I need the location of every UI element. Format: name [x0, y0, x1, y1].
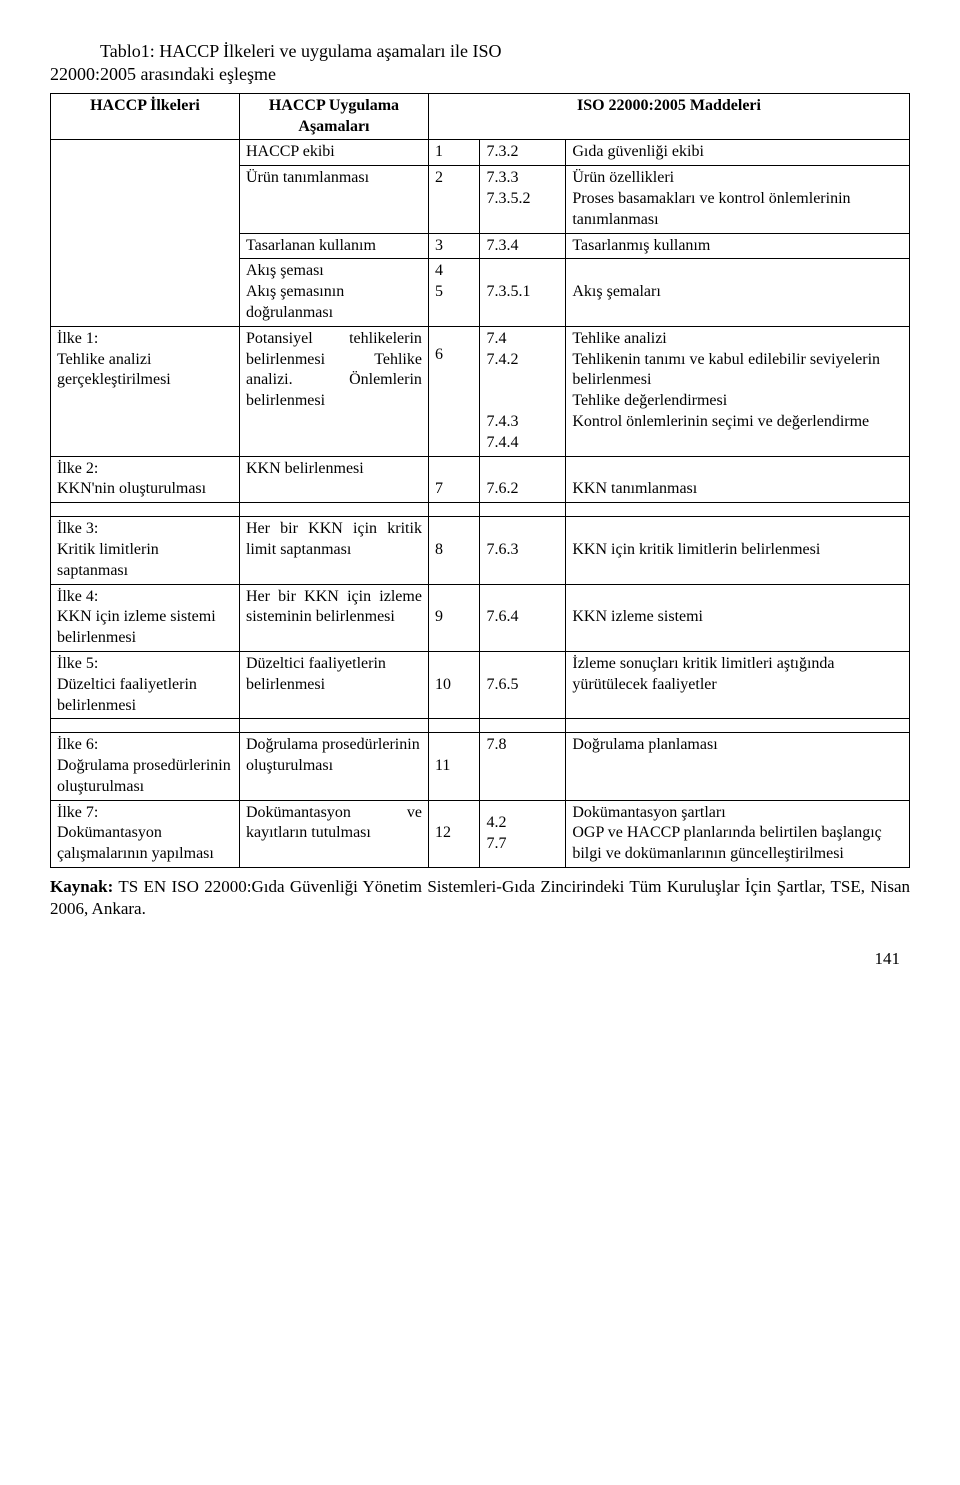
cell: 7.3.3 7.3.5.2: [480, 166, 566, 233]
table-spacer-row: [51, 503, 910, 517]
cell: 7.3.2: [480, 140, 566, 166]
source-text: TS EN ISO 22000:Gıda Güvenliği Yönetim S…: [50, 877, 910, 918]
cell: 7.3.4: [480, 233, 566, 259]
cell: 7.6.2: [480, 456, 566, 503]
cell: 12: [428, 800, 480, 867]
cell: KKN tanımlanması: [566, 456, 910, 503]
cell: 4 5: [428, 259, 480, 326]
cell: Her bir KKN için kritik limit saptanması: [239, 517, 428, 584]
cell: 7.6.5: [480, 651, 566, 718]
cell: KKN belirlenmesi: [239, 456, 428, 503]
table-caption: Tablo1: HACCP İlkeleri ve uygulama aşama…: [50, 40, 910, 87]
cell: Ürün özellikleri Proses basamakları ve k…: [566, 166, 910, 233]
cell: 7.6.3: [480, 517, 566, 584]
cell: Düzeltici faaliyetlerin belirlenmesi: [239, 651, 428, 718]
cell: 7.4 7.4.2 7.4.3 7.4.4: [480, 326, 566, 456]
table-row: İlke 1: Tehlike analizi gerçekleştirilme…: [51, 326, 910, 456]
cell: İlke 7: Dokümantasyon çalışmalarının yap…: [51, 800, 240, 867]
cell: 7.3.5.1: [480, 259, 566, 326]
header-haccp-ilkeleri: HACCP İlkeleri: [51, 93, 240, 140]
cell: Doğrulama planlaması: [566, 733, 910, 800]
cell: Gıda güvenliği ekibi: [566, 140, 910, 166]
cell: 7: [428, 456, 480, 503]
table-row: İlke 6: Doğrulama prosedürlerinin oluştu…: [51, 733, 910, 800]
source-label: Kaynak:: [50, 877, 113, 896]
source-line: Kaynak: TS EN ISO 22000:Gıda Güvenliği Y…: [50, 876, 910, 920]
table-row: HACCP ekibi 1 7.3.2 Gıda güvenliği ekibi: [51, 140, 910, 166]
header-haccp-uygulama: HACCP Uygulama Aşamaları: [239, 93, 428, 140]
table-row: İlke 2: KKN'nin oluşturulması KKN belirl…: [51, 456, 910, 503]
cell: KKN için kritik limitlerin belirlenmesi: [566, 517, 910, 584]
cell: 7.8: [480, 733, 566, 800]
table-row: İlke 3: Kritik limitlerin saptanması Her…: [51, 517, 910, 584]
cell-ilke-empty: [51, 140, 240, 326]
page-number: 141: [50, 948, 910, 970]
cell: Potansiyel tehlikelerin belirlenmesi Teh…: [239, 326, 428, 456]
cell: Tehlike analizi Tehlikenin tanımı ve kab…: [566, 326, 910, 456]
cell: HACCP ekibi: [239, 140, 428, 166]
table-row: İlke 5: Düzeltici faaliyetlerin belirlen…: [51, 651, 910, 718]
caption-line-1: Tablo1: HACCP İlkeleri ve uygulama aşama…: [50, 40, 910, 63]
cell: 1: [428, 140, 480, 166]
table-row: İlke 7: Dokümantasyon çalışmalarının yap…: [51, 800, 910, 867]
cell: 10: [428, 651, 480, 718]
cell: İlke 6: Doğrulama prosedürlerinin oluştu…: [51, 733, 240, 800]
cell: Ürün tanımlanması: [239, 166, 428, 233]
cell: Tasarlanan kullanım: [239, 233, 428, 259]
cell: 4.2 7.7: [480, 800, 566, 867]
cell: 6: [428, 326, 480, 456]
cell: Dokümantasyon ve kayıtların tutulması: [239, 800, 428, 867]
header-iso-maddeleri: ISO 22000:2005 Maddeleri: [428, 93, 909, 140]
cell: Tasarlanmış kullanım: [566, 233, 910, 259]
cell: Akış şemaları: [566, 259, 910, 326]
table-spacer-row: [51, 719, 910, 733]
cell: Her bir KKN için izleme sisteminin belir…: [239, 584, 428, 651]
cell: 2: [428, 166, 480, 233]
cell: 11: [428, 733, 480, 800]
cell: Akış şeması Akış şemasının doğrulanması: [239, 259, 428, 326]
cell: Dokümantasyon şartları OGP ve HACCP plan…: [566, 800, 910, 867]
cell: 8: [428, 517, 480, 584]
cell: 9: [428, 584, 480, 651]
cell: KKN izleme sistemi: [566, 584, 910, 651]
cell: İlke 4: KKN için izleme sistemi belirlen…: [51, 584, 240, 651]
cell: İlke 5: Düzeltici faaliyetlerin belirlen…: [51, 651, 240, 718]
cell: 7.6.4: [480, 584, 566, 651]
caption-line-2: 22000:2005 arasındaki eşleşme: [50, 63, 910, 86]
haccp-iso-table: HACCP İlkeleri HACCP Uygulama Aşamaları …: [50, 93, 910, 868]
cell: Doğrulama prosedürlerinin oluşturulması: [239, 733, 428, 800]
table-header-row: HACCP İlkeleri HACCP Uygulama Aşamaları …: [51, 93, 910, 140]
cell: 3: [428, 233, 480, 259]
table-row: İlke 4: KKN için izleme sistemi belirlen…: [51, 584, 910, 651]
cell: İlke 2: KKN'nin oluşturulması: [51, 456, 240, 503]
cell: İzleme sonuçları kritik limitleri aştığı…: [566, 651, 910, 718]
cell: İlke 3: Kritik limitlerin saptanması: [51, 517, 240, 584]
cell: İlke 1: Tehlike analizi gerçekleştirilme…: [51, 326, 240, 456]
